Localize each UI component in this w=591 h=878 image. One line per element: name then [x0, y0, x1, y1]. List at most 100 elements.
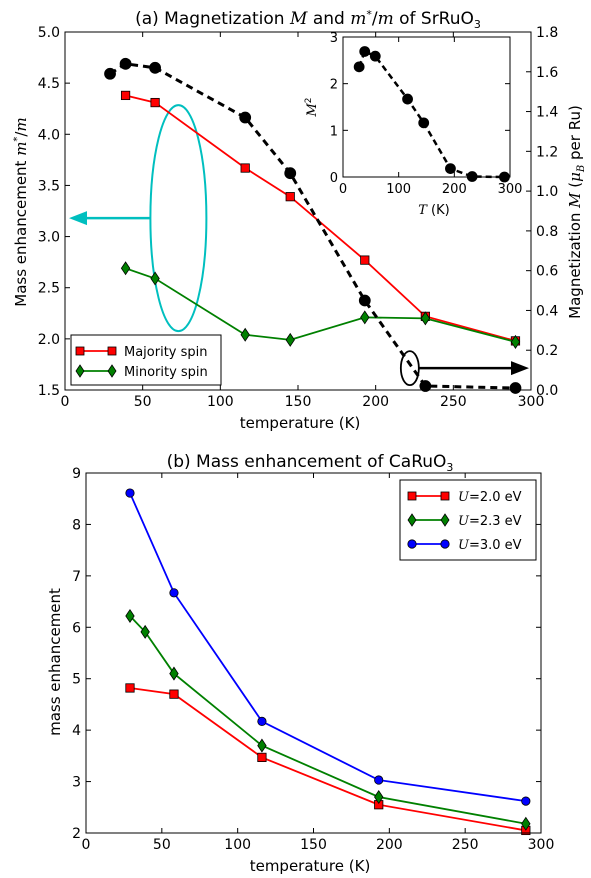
panel-b-series-2-point [374, 775, 384, 785]
panel-b-y-tick-label: 4 [72, 723, 81, 739]
panel-b-y-tick-label: 2 [72, 826, 81, 842]
panel-a-legend: Majority spin Minority spin [70, 334, 222, 386]
panel-a-yright-tick-label: 1.6 [536, 65, 558, 81]
inset-x-tick-label: 0 [339, 182, 347, 197]
panel-a-series-0-point [285, 192, 295, 202]
panel-b-y-tick-label: 6 [72, 620, 81, 636]
panel-b-series-0-point [169, 689, 179, 699]
panel-a-yright-tick-label: 0.0 [536, 383, 558, 399]
legend-marker-u20 [407, 491, 417, 501]
panel-a: (a) Magnetization M and m*/m of SrRuO3 0… [12, 8, 587, 432]
panel-a-yright-tick-label: 0.6 [536, 264, 558, 280]
panel-b-x-tick-label: 200 [376, 837, 403, 853]
panel-b-series-0-line [129, 687, 526, 832]
panel-a-yleft-tick-label: 4.5 [38, 76, 60, 92]
panel-b-series-2-point [257, 716, 267, 727]
cyan-arrowhead [69, 211, 87, 226]
legend-marker-u30 [440, 539, 450, 549]
panel-b-ylabel: mass enhancement [46, 588, 64, 736]
panel-a-series-1-point [510, 334, 521, 349]
panel-a-x-tick-label: 50 [134, 394, 152, 410]
legend-marker-majority [75, 346, 85, 356]
inset-series-point [353, 61, 365, 73]
panel-b-y-tick-label: 7 [72, 569, 81, 585]
black-arrowhead [511, 361, 529, 376]
inset-series-point [445, 163, 456, 175]
inset-series-point [359, 46, 371, 57]
panel-a-series-2-point [419, 380, 432, 392]
panel-b-y-tick-label: 9 [72, 466, 81, 482]
panel-a-yleft-tick-label: 4.0 [38, 127, 60, 143]
panel-a-yleft-tick-label: 3.5 [38, 178, 60, 194]
panel-b-x-tick-label: 300 [528, 837, 555, 853]
inset-series-point [418, 117, 430, 129]
cyan-ellipse [149, 104, 208, 333]
panel-b-series-1-point [374, 789, 384, 805]
panel-a-series-1-point [360, 310, 370, 325]
panel-a-series-2-point [149, 61, 161, 74]
panel-a-x-tick-label: 200 [362, 394, 389, 410]
panel-b-y-tick-label: 3 [72, 775, 81, 791]
panel-a-yleft-tick-label: 1.5 [38, 383, 60, 399]
panel-b-series-1-point [125, 608, 135, 623]
legend-label-u23: U=2.3 eV [458, 514, 522, 529]
panel-a-series-2-point [104, 67, 116, 80]
legend-marker-minority [75, 364, 85, 378]
inset-series-point [402, 93, 413, 105]
legend-marker-minority [107, 364, 117, 378]
panel-b-x-tick-label: 150 [300, 837, 327, 853]
panel-a-series-0-point [120, 90, 131, 101]
legend-frame [70, 334, 222, 386]
panel-a-yleft-tick-label: 2.0 [38, 332, 60, 348]
panel-a-series-1-point [120, 261, 131, 276]
inset-y-tick-label: 1 [330, 124, 338, 139]
panel-a-annotations [69, 104, 529, 387]
panel-b-series-1-point [169, 666, 179, 681]
panel-a-series-1-point [285, 332, 295, 347]
legend-label-minority: Minority spin [124, 365, 208, 380]
inset-series-point [369, 50, 381, 62]
inset-series-point [466, 171, 478, 182]
panel-a-x-tick-label: 0 [61, 394, 70, 410]
legend-marker-u30 [407, 539, 417, 549]
panel-a-series-1-point [420, 311, 431, 326]
panel-a-series-2-line [109, 62, 516, 390]
panel-a-xlabel: temperature (K) [240, 414, 361, 432]
panel-a-series-2-point [509, 382, 522, 394]
panel-a-yright-tick-label: 0.2 [536, 343, 558, 359]
inset-x-tick-label: 300 [498, 182, 523, 197]
panel-b-series-0-point [125, 683, 135, 693]
panel-b-x-tick-label: 50 [153, 837, 171, 853]
panel-a-series-1-point [240, 327, 250, 342]
panel-a-series-0-point [360, 255, 370, 265]
panel-a-yright-tick-label: 0.8 [536, 224, 558, 240]
panel-a-yright-tick-label: 1.2 [536, 144, 558, 160]
inset-y-tick-label: 3 [330, 31, 338, 46]
panel-a-series-1-point [150, 271, 160, 286]
panel-a-yleft-tick-label: 5.0 [38, 25, 60, 41]
panel-a-x-tick-label: 150 [285, 394, 312, 410]
legend-label-majority: Majority spin [124, 345, 208, 360]
panel-a-yleft-tick-label: 3.0 [38, 230, 60, 246]
panel-b-series-1-point [257, 738, 267, 753]
panel-b-x-tick-label: 250 [452, 837, 479, 853]
legend-marker-majority [107, 346, 117, 356]
legend-marker-u23 [407, 513, 417, 527]
panel-a-yright-tick-label: 0.4 [536, 303, 558, 319]
panel-a-series-2-point [358, 294, 371, 307]
panel-b-y-tick-label: 5 [72, 672, 81, 688]
legend-label-u20: U=2.0 eV [458, 490, 522, 505]
panel-a-x-tick-label: 250 [440, 394, 467, 410]
inset-x-tick-label: 200 [442, 182, 467, 197]
inset-xlabel: T (K) [418, 203, 449, 218]
panel-a-inset: 0 100 200 300 0 1 2 3 T (K) M2 [304, 31, 522, 218]
legend-marker-u20 [440, 491, 450, 501]
panel-b-series-2-point [169, 588, 179, 598]
panel-a-series-2-point [239, 111, 252, 124]
panel-b-y-tick-label: 8 [72, 517, 81, 533]
panel-b-x-tick-label: 0 [82, 837, 91, 853]
panel-a-x-tick-label: 100 [207, 394, 234, 410]
panel-b-series-2-point [521, 796, 531, 806]
panel-a-yright-tick-label: 1.4 [536, 105, 558, 121]
